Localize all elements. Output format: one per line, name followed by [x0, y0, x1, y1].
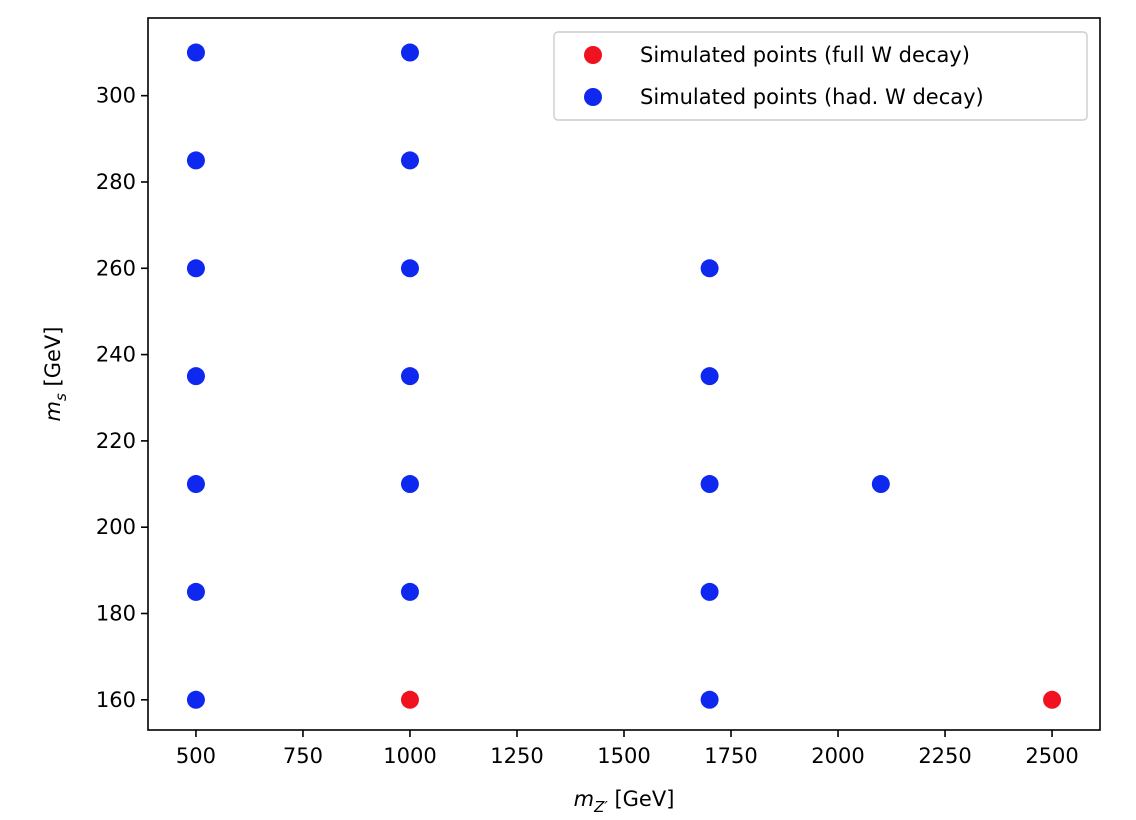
point-had-w-decay: [400, 151, 419, 170]
y-tick-label: 280: [96, 170, 136, 194]
y-tick-label: 240: [96, 343, 136, 367]
legend: Simulated points (full W decay) Simulate…: [553, 31, 1088, 121]
point-had-w-decay: [186, 151, 205, 170]
y-axis-label: ms [GeV]: [41, 327, 70, 422]
y-tick-label: 300: [96, 84, 136, 108]
x-tick-label: 1500: [597, 744, 650, 768]
x-axis-label-var: m: [574, 787, 594, 811]
y-tick-label: 260: [96, 256, 136, 280]
x-tick-label: 2250: [918, 744, 971, 768]
points-layer: [186, 43, 1062, 709]
x-tick-label: 1250: [490, 744, 543, 768]
y-axis-label-unit: [GeV]: [41, 327, 65, 387]
y-axis-label-var: m: [41, 401, 65, 421]
point-had-w-decay: [700, 475, 719, 494]
point-had-w-decay: [186, 259, 205, 278]
y-tick-label: 160: [96, 688, 136, 712]
legend-entry-full-w-decay: Simulated points (full W decay): [640, 43, 970, 67]
point-had-w-decay: [700, 367, 719, 386]
point-had-w-decay: [186, 475, 205, 494]
y-tick-label: 180: [96, 601, 136, 625]
x-axis-label-unit: [GeV]: [614, 787, 674, 811]
point-had-w-decay: [186, 582, 205, 601]
plot-frame: [147, 17, 1101, 731]
legend-marker-full-w-decay: [584, 46, 602, 64]
x-tick-label: 2000: [811, 744, 864, 768]
y-axis-label-sub: s: [52, 393, 70, 401]
point-had-w-decay: [700, 259, 719, 278]
point-had-w-decay: [871, 475, 890, 494]
y-tick-label: 200: [96, 515, 136, 539]
legend-marker-had-w-decay: [584, 88, 602, 106]
y-tick-label: 220: [96, 429, 136, 453]
legend-box: [553, 31, 1088, 121]
ticks-layer: 500 750 1000 1250 1500 1750 2000 2250 2500 160 180…: [96, 84, 1079, 768]
point-had-w-decay: [400, 475, 419, 494]
x-tick-label: 2500: [1025, 744, 1078, 768]
x-tick-label: 1000: [383, 744, 436, 768]
point-full-w-decay: [1043, 690, 1062, 709]
point-had-w-decay: [186, 367, 205, 386]
x-tick-label: 1750: [704, 744, 757, 768]
point-had-w-decay: [400, 43, 419, 62]
point-had-w-decay: [400, 367, 419, 386]
point-had-w-decay: [400, 582, 419, 601]
point-had-w-decay: [186, 690, 205, 709]
point-full-w-decay: [400, 690, 419, 709]
x-axis-label: mZ′ [GeV]: [574, 787, 675, 816]
point-had-w-decay: [400, 259, 419, 278]
x-tick-label: 500: [176, 744, 216, 768]
x-tick-label: 750: [283, 744, 323, 768]
x-axis-label-sub: Z′: [593, 798, 608, 816]
point-had-w-decay: [186, 43, 205, 62]
legend-entry-had-w-decay: Simulated points (had. W decay): [640, 85, 984, 109]
point-had-w-decay: [700, 690, 719, 709]
point-had-w-decay: [700, 582, 719, 601]
